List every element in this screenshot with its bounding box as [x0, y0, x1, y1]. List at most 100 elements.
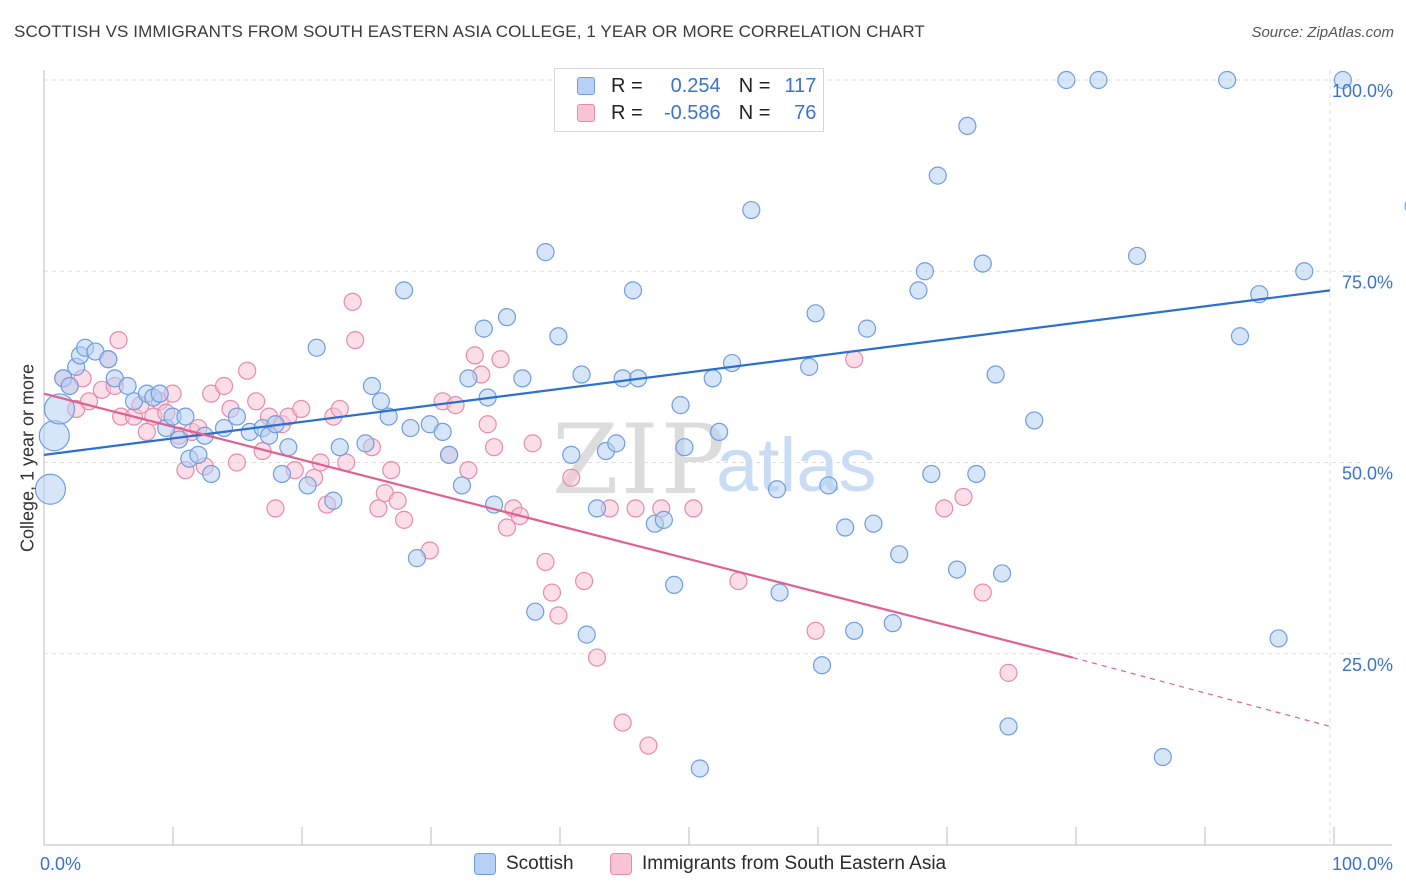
watermark-zip: ZIP: [552, 404, 727, 516]
scottish-point: [189, 445, 208, 464]
scottish-point: [623, 281, 643, 300]
immigrants-point: [536, 552, 555, 572]
stats-row-immigrants: R = -0.586 N = 76: [577, 100, 816, 126]
scottish-point: [836, 518, 855, 537]
immigrants-point: [587, 648, 607, 667]
scottish-point: [272, 464, 292, 484]
scottish-point: [407, 549, 427, 568]
source-label: Source: ZipAtlas.com: [1251, 24, 1394, 41]
scottish-point: [1057, 70, 1076, 90]
scottish-point: [298, 476, 317, 495]
scottish-point: [362, 376, 382, 396]
legend-item-scottish[interactable]: Scottish: [474, 852, 574, 876]
scottish-point: [654, 510, 673, 529]
scottish-point: [1295, 262, 1314, 281]
scottish-point: [536, 243, 555, 262]
watermark: ZIP atlas: [552, 404, 877, 516]
scottish-point: [38, 420, 70, 452]
scottish-point: [1153, 747, 1172, 767]
scottish-point: [202, 464, 221, 484]
scottish-point: [690, 759, 709, 778]
scottish-n-value: 117: [784, 74, 817, 97]
scottish-point: [587, 499, 607, 518]
scottish-point: [665, 575, 684, 595]
n-label: N =: [738, 74, 771, 97]
scottish-point: [562, 445, 581, 464]
scottish-point: [279, 438, 298, 457]
scottish-point: [549, 327, 568, 346]
scottish-point: [394, 281, 414, 300]
scottish-point: [857, 319, 877, 338]
scottish-point: [356, 434, 375, 453]
immigrants-point: [999, 663, 1018, 682]
y-tick-labels: 25.0% 50.0% 75.0% 100.0%: [1332, 81, 1393, 675]
scottish-trend-line: [43, 289, 1331, 456]
y-axis-label: College, 1 year or more: [17, 363, 38, 553]
scottish-point: [986, 365, 1005, 384]
immigrants-r-value: -0.586: [663, 101, 721, 124]
scottish-point: [459, 369, 478, 388]
immigrants-trend-line: [43, 392, 1074, 659]
scottish-point: [922, 464, 941, 484]
scottish-point: [1218, 70, 1237, 90]
scottish-points: [34, 70, 1406, 778]
scottish-point: [1230, 327, 1250, 346]
immigrants-point: [639, 736, 658, 755]
scottish-point: [883, 614, 902, 633]
immigrants-point: [478, 415, 497, 434]
immigrants-point: [214, 376, 234, 396]
grid-lines: [44, 70, 1360, 845]
y-tick-label: 50.0%: [1342, 464, 1393, 484]
scottish-point: [439, 445, 459, 464]
scottish-point: [864, 514, 883, 533]
scottish-point: [800, 357, 819, 376]
x-axis: [43, 70, 1392, 846]
scottish-point: [307, 338, 326, 357]
immigrants-point: [459, 461, 478, 480]
scottish-point: [1333, 70, 1352, 90]
scottish-point: [60, 376, 79, 396]
scottish-point: [330, 438, 349, 457]
scottish-swatch: [577, 77, 595, 95]
scottish-point: [909, 281, 928, 300]
immigrants-point: [137, 422, 156, 441]
scottish-r-value: 0.254: [670, 74, 721, 97]
scottish-point: [958, 116, 977, 136]
immigrants-point: [491, 350, 510, 369]
immigrants-point: [382, 461, 401, 480]
r-label: R =: [611, 101, 643, 124]
x-tick-labels: 0.0% 100.0%: [40, 854, 1393, 874]
immigrants-point: [485, 438, 504, 457]
immigrants-point: [346, 331, 365, 350]
scottish-point: [806, 304, 825, 323]
y-tick-label: 25.0%: [1342, 655, 1393, 675]
immigrants-point: [954, 487, 973, 507]
scottish-point: [812, 656, 832, 675]
scottish-point: [227, 407, 246, 426]
y-tick-label: 75.0%: [1342, 272, 1393, 292]
scottish-point: [118, 376, 137, 396]
immigrants-n-value: 76: [794, 101, 817, 124]
scottish-point: [1269, 629, 1288, 648]
scottish-point: [928, 166, 947, 185]
immigrants-point: [247, 392, 266, 411]
immigrants-point: [343, 292, 362, 311]
immigrants-point: [266, 499, 285, 518]
legend-item-immigrants[interactable]: Immigrants from South Eastern Asia: [610, 852, 946, 876]
scottish-point: [34, 473, 67, 505]
immigrants-point: [109, 331, 128, 350]
immigrants-trend-extension: [1072, 656, 1331, 728]
immigrants-point: [238, 361, 257, 380]
immigrants-point: [227, 453, 246, 472]
scottish-point: [324, 491, 343, 510]
immigrants-point: [330, 399, 349, 419]
immigrants-point: [684, 499, 703, 518]
stats-row-scottish: R = 0.254 N = 117: [577, 73, 816, 99]
y-tick-label: 100.0%: [1332, 81, 1393, 101]
n-label: N =: [738, 101, 771, 124]
scottish-point: [401, 418, 420, 438]
immigrants-point: [845, 350, 864, 369]
immigrants-point: [542, 583, 562, 602]
immigrants-swatch: [577, 104, 595, 122]
chart-title: SCOTTISH VS IMMIGRANTS FROM SOUTH EASTER…: [14, 22, 925, 41]
